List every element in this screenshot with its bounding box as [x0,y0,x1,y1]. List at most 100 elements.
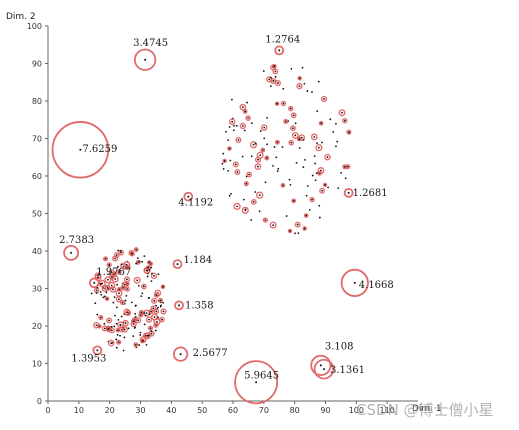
outlier-circle [274,45,285,56]
cluster-point-circle [342,164,348,170]
cluster-point [103,322,106,325]
cluster-point [282,184,284,187]
outlier-point [70,251,73,254]
cluster-point [130,301,133,304]
cluster-point [318,216,321,219]
cluster-point [123,336,126,339]
cluster-point [248,173,251,176]
cluster-point [281,146,284,148]
cluster-point-circle [274,101,280,106]
cluster-point [340,171,343,174]
cluster-point [250,155,253,158]
cluster-point [272,80,275,82]
outlier-label: 1.2764 [265,34,300,45]
cluster-point [150,280,153,283]
cluster-point-circle [241,206,249,214]
x-tick-label: 110 [380,406,395,415]
cluster-point [272,224,275,226]
cluster-point [265,157,268,159]
outlier-marks: 3.4745 7.6259 2.7383 1.9767 1.184 1.358 1.3953… [51,34,394,405]
cluster-point-circle [303,213,309,218]
cluster-point-circle [271,63,277,69]
cluster-point [146,275,149,278]
cluster-point [145,269,148,272]
cluster-point [152,307,155,310]
cluster-point-circle [290,125,296,132]
cluster-point [161,285,164,288]
cluster-point-circle [143,332,152,340]
cluster-point [317,80,320,83]
cluster-point [131,253,133,255]
cluster-point-circle [290,112,297,119]
cluster-point-circle [119,299,126,306]
cluster-point [244,110,247,113]
cluster-point [246,101,248,104]
cluster-point [117,329,119,332]
y-tick-label: 10 [32,360,42,369]
cluster-point [106,297,108,300]
cluster-point [120,263,123,266]
cluster-point [137,319,140,322]
x-tick-label: 0 [45,406,50,415]
cluster-point-circle [146,260,152,265]
cluster-point [136,279,139,282]
cluster-point-circle [115,289,123,297]
cluster-point [134,315,137,318]
cluster-point [118,292,120,295]
outlier-point [93,281,96,284]
cluster-point [114,278,117,280]
cluster-point-circle [243,181,249,187]
cluster-point-circle [235,136,242,144]
cluster-point [94,302,97,305]
cluster-point [348,131,351,134]
cluster-point-circle [228,118,236,126]
cluster-point [302,166,305,169]
cluster-point [315,172,318,175]
cluster-point-circle [160,284,166,290]
cluster-point [313,155,316,158]
outlier-label: 4.1192 [178,198,213,209]
x-tick-label: 90 [320,406,330,415]
cluster-point [232,129,235,132]
cluster-point [263,137,266,140]
cluster-point [148,318,151,321]
outlier-circle [172,259,183,270]
cluster-point [150,266,153,269]
cluster-point [252,143,255,146]
cluster-point-circle [158,297,163,303]
cluster-point [123,328,126,331]
cluster-point [317,146,320,149]
cluster-point [272,164,274,167]
cluster-point [301,66,304,69]
cluster-point [127,327,130,330]
cluster-point-circle [135,259,141,265]
cluster-point [116,333,119,336]
cluster-point [282,102,285,105]
cluster-point [99,316,102,319]
cluster-point-circle [264,155,270,161]
cluster-point [321,189,324,192]
cluster-point-circle [150,305,157,312]
cluster-point [270,76,272,79]
cluster-point-circle [98,314,104,321]
y-tick-label: 90 [32,60,42,69]
cluster-point [155,310,158,313]
cluster-point-circle [106,317,113,324]
cluster-point [228,147,231,150]
cluster-point-circle [112,255,119,262]
cluster-point [161,318,163,321]
cluster-point [102,296,105,299]
cluster-point [254,142,257,145]
outlier-label: 2.5677 [193,348,228,359]
cluster-point [140,311,143,314]
cluster-point [295,161,298,164]
outlier-label: 1.9767 [96,267,131,278]
cluster-point [324,183,327,186]
outlier-circle [183,191,194,202]
cluster-point-circle [104,296,110,302]
cluster-point-circle [109,274,115,280]
cluster-point-circle [270,77,277,84]
cluster-point-circle [338,109,346,117]
cluster-point [153,316,156,318]
cluster-point [304,158,306,161]
